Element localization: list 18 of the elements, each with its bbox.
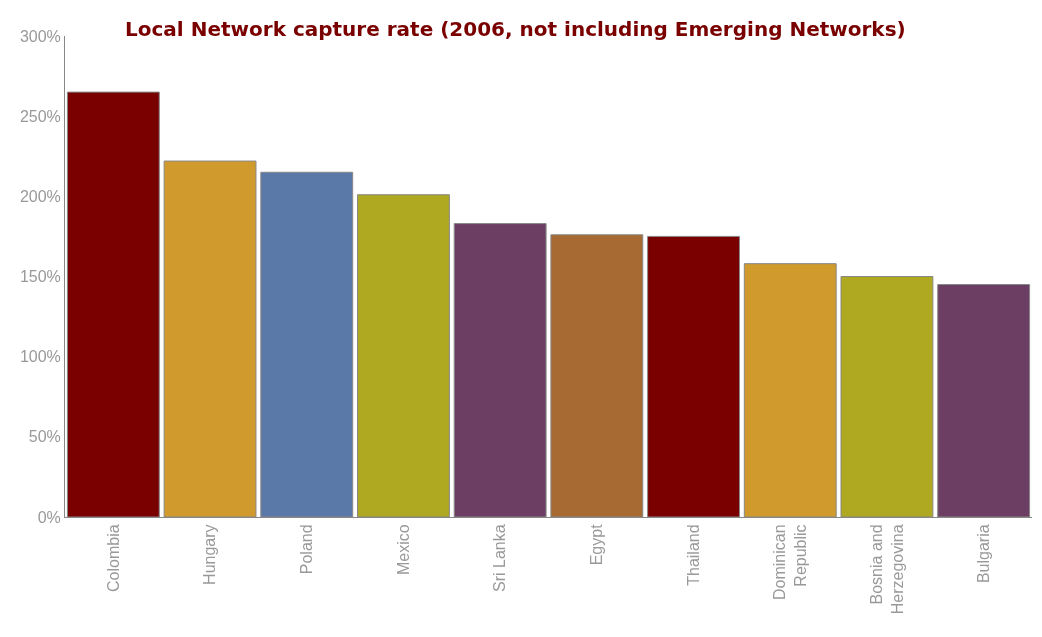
y-tick-label: 150% — [19, 268, 61, 286]
y-tick-label: 100% — [19, 348, 61, 366]
x-tick-label: Colombia — [104, 524, 122, 592]
y-tick-label: 300% — [19, 27, 61, 45]
x-tick-label: Bosnia and Herzegovina — [867, 524, 906, 615]
y-tick-label: 200% — [19, 187, 61, 205]
x-tick-label: Sri Lanka — [491, 524, 509, 592]
x-tick-label: Poland — [297, 524, 315, 575]
x-tick-label: Hungary — [201, 524, 219, 585]
x-tick-label: Egypt — [588, 523, 606, 566]
x-tick-label: Thailand — [684, 524, 702, 586]
x-tick-label: Mexico — [394, 524, 412, 576]
chart-title: Local Network capture rate (2006, not including Emerging Networks) — [125, 17, 906, 42]
y-tick-label: 50% — [28, 428, 61, 446]
x-tick-label: Dominican Republic — [771, 524, 809, 600]
y-tick-label: 250% — [19, 107, 61, 125]
x-tick-label: Bulgaria — [974, 524, 992, 584]
y-tick-label: 0% — [37, 508, 61, 526]
